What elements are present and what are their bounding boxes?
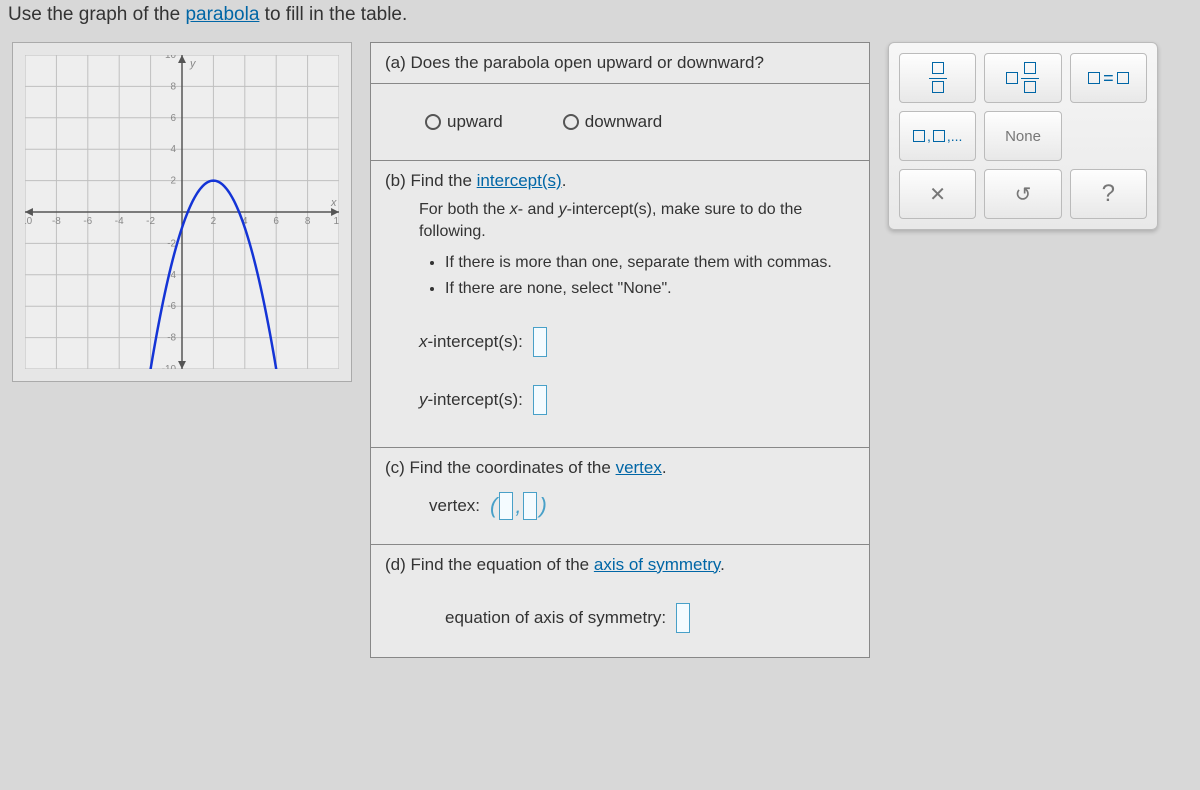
svg-text:-8: -8 (52, 216, 61, 227)
radio-circle-icon (425, 114, 441, 130)
tool-none-button[interactable]: None (984, 111, 1061, 161)
tool-list-button[interactable]: ,,... (899, 111, 976, 161)
clear-icon: ✕ (929, 182, 946, 207)
mixed-fraction-icon (1006, 61, 1039, 96)
questions-table: (a) Does the parabola open upward or dow… (370, 42, 870, 658)
tool-equals-button[interactable]: = (1070, 53, 1147, 103)
qb-link-intercepts[interactable]: intercept(s) (477, 171, 562, 190)
svg-text:-8: -8 (167, 333, 176, 344)
vertex-row: vertex: (,) (385, 478, 855, 534)
list-text: ,... (947, 128, 963, 144)
question-d: (d) Find the equation of the axis of sym… (371, 545, 869, 657)
tool-mixed-fraction-button[interactable] (984, 53, 1061, 103)
y-intercept-row: y-intercept(s): (385, 371, 855, 429)
graph-svg: -10-8-6-4-2246810-10-8-6-4-2246810xy (25, 55, 339, 369)
tool-reset-button[interactable]: ↺ (984, 169, 1061, 219)
svg-text:-6: -6 (83, 216, 92, 227)
axis-label: equation of axis of symmetry: (445, 608, 666, 628)
qa-text: (a) Does the parabola open upward or dow… (385, 53, 764, 72)
svg-text:8: 8 (305, 216, 311, 227)
qb-iy: y (559, 201, 567, 218)
xint-label: -intercept(s): (428, 332, 523, 351)
list-icon: ,,... (913, 128, 962, 144)
qd-prompt: (d) Find the equation of the axis of sym… (385, 555, 855, 575)
none-text: None (1005, 128, 1041, 145)
question-b: (b) Find the intercept(s). For both the … (371, 161, 869, 448)
qb-after: . (562, 171, 567, 190)
svg-text:2: 2 (171, 176, 177, 187)
svg-text:2: 2 (211, 216, 217, 227)
qc-before: (c) Find the coordinates of the (385, 458, 616, 477)
xint-var: x (419, 332, 428, 351)
radio-downward-label: downward (585, 112, 663, 132)
qd-before: (d) Find the equation of the (385, 555, 594, 574)
radio-downward[interactable]: downward (563, 112, 663, 132)
qb-bullet2: If there are none, select "None". (445, 278, 833, 300)
title-link-parabola[interactable]: parabola (185, 4, 259, 25)
svg-text:-10: -10 (25, 216, 33, 227)
equals-icon: = (1088, 68, 1129, 89)
qb-before: (b) Find the (385, 171, 477, 190)
toolbox-panel: = ,,... None ✕ ↺ ? (888, 42, 1158, 230)
radio-circle-icon (563, 114, 579, 130)
svg-text:y: y (189, 58, 197, 70)
question-a-options: upward downward (371, 84, 869, 161)
graph-panel: -10-8-6-4-2246810-10-8-6-4-2246810xy (12, 42, 352, 382)
yint-label: -intercept(s): (428, 390, 523, 409)
math-toolbox: = ,,... None ✕ ↺ ? (888, 42, 1158, 658)
qb-bullet1: If there is more than one, separate them… (445, 252, 833, 274)
svg-text:4: 4 (171, 144, 177, 155)
help-icon: ? (1102, 180, 1115, 208)
reset-icon: ↺ (1015, 182, 1032, 207)
svg-text:6: 6 (273, 216, 279, 227)
qc-link-vertex[interactable]: vertex (616, 458, 662, 477)
svg-text:10: 10 (165, 55, 177, 61)
yint-var: y (419, 390, 428, 409)
qb-instructions: For both the x- and y-intercept(s), make… (385, 191, 855, 313)
axis-row: equation of axis of symmetry: (385, 575, 855, 647)
vertex-label: vertex: (429, 496, 480, 516)
axis-input[interactable] (676, 603, 690, 633)
qb-ix: x (510, 201, 518, 218)
graph-plot: -10-8-6-4-2246810-10-8-6-4-2246810xy (25, 55, 339, 369)
fraction-icon (929, 61, 947, 96)
qd-after: . (720, 555, 725, 574)
x-intercept-row: x-intercept(s): (385, 313, 855, 371)
qb-i2: - and (518, 201, 559, 218)
svg-text:-2: -2 (146, 216, 155, 227)
qc-prompt: (c) Find the coordinates of the vertex. (385, 458, 855, 478)
vertex-input-pair[interactable]: (,) (490, 492, 547, 520)
vertex-x-input[interactable] (499, 492, 513, 520)
tool-fraction-button[interactable] (899, 53, 976, 103)
svg-text:10: 10 (333, 216, 339, 227)
x-intercept-input[interactable] (533, 327, 547, 357)
radio-upward[interactable]: upward (425, 112, 503, 132)
question-a-prompt: (a) Does the parabola open upward or dow… (371, 43, 869, 84)
qb-i1: For both the (419, 201, 510, 218)
svg-text:-4: -4 (115, 216, 124, 227)
radio-upward-label: upward (447, 112, 503, 132)
vertex-y-input[interactable] (523, 492, 537, 520)
tool-clear-button[interactable]: ✕ (899, 169, 976, 219)
svg-text:6: 6 (171, 113, 177, 124)
equals-text: = (1103, 68, 1114, 89)
tool-help-button[interactable]: ? (1070, 169, 1147, 219)
title-after: to fill in the table. (259, 4, 407, 25)
y-intercept-input[interactable] (533, 385, 547, 415)
qb-prompt: (b) Find the intercept(s). (385, 171, 855, 191)
qc-after: . (662, 458, 667, 477)
svg-text:-6: -6 (167, 301, 176, 312)
svg-text:x: x (330, 197, 337, 209)
svg-text:8: 8 (171, 81, 177, 92)
qd-link-axis[interactable]: axis of symmetry (594, 555, 720, 574)
title-before: Use the graph of the (8, 4, 185, 25)
svg-text:-10: -10 (162, 364, 177, 369)
question-c: (c) Find the coordinates of the vertex. … (371, 448, 869, 545)
page-title: Use the graph of the parabola to fill in… (0, 0, 1200, 30)
